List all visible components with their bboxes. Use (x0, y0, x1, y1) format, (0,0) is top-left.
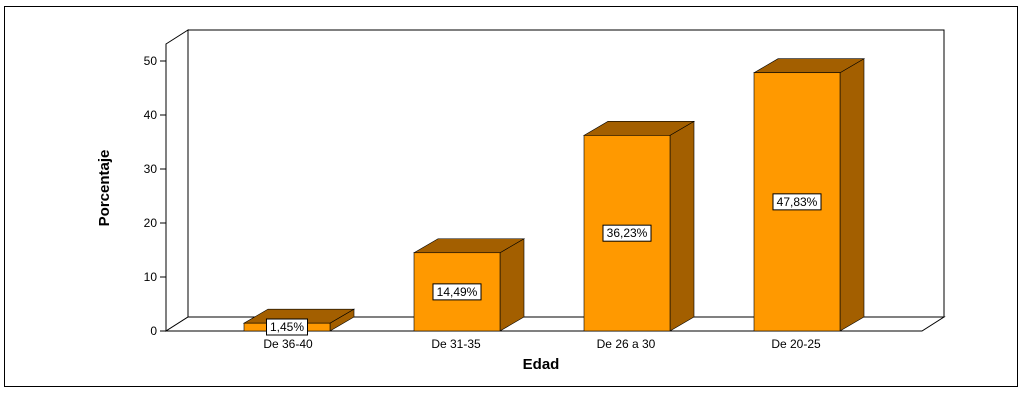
left-wall (165, 29, 189, 332)
x-axis-label: Edad (523, 356, 560, 373)
data-label: 36,23% (602, 224, 652, 242)
data-label-box (266, 318, 308, 336)
bar-side (839, 58, 865, 332)
data-label: 47,83% (772, 193, 822, 211)
y-ticks: 0 10 20 30 40 50 (144, 54, 166, 338)
data-labels: 1,45% 14,49% 36,23% 47,83% (266, 193, 822, 336)
data-label-box (772, 193, 822, 211)
data-label-box (432, 283, 482, 301)
y-axis-label: Porcentaje (96, 150, 113, 227)
x-tick-label: De 31-35 (431, 337, 481, 351)
bar-side (669, 120, 695, 332)
data-label: 14,49% (432, 283, 482, 301)
data-label: 1,45% (266, 318, 308, 336)
data-label-text: 1,45% (270, 320, 304, 334)
data-label-text: 14,49% (437, 285, 478, 299)
x-tick-label: De 36-40 (263, 337, 313, 351)
data-label-box (602, 224, 652, 242)
data-label-text: 47,83% (777, 195, 818, 209)
y-tick-label: 0 (150, 324, 157, 338)
outer-border (4, 6, 1018, 387)
data-label-text: 36,23% (607, 226, 648, 240)
y-tick-label: 10 (144, 270, 158, 284)
x-ticks: De 36-40 De 31-35 De 26 a 30 De 20-25 (263, 337, 821, 351)
x-tick-label: De 26 a 30 (597, 337, 656, 351)
y-tick-label: 30 (144, 162, 158, 176)
y-tick-label: 40 (144, 108, 158, 122)
x-tick-label: De 20-25 (771, 337, 821, 351)
y-tick-label: 20 (144, 216, 158, 230)
bar-side (499, 238, 525, 332)
y-tick-label: 50 (144, 54, 158, 68)
